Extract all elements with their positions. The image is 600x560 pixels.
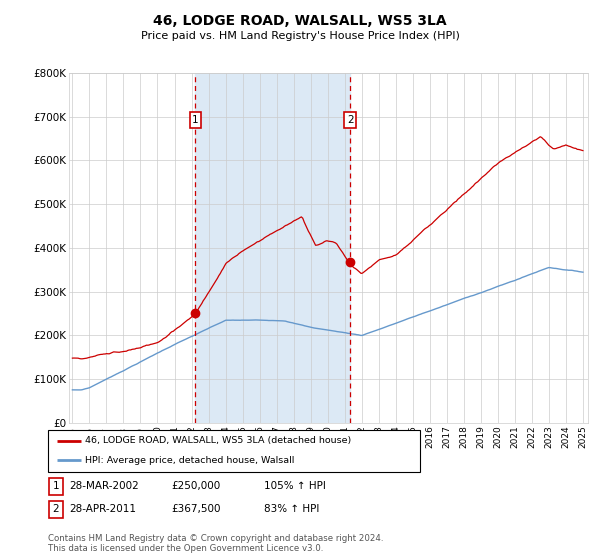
Text: 1: 1 (52, 482, 59, 491)
Text: Contains HM Land Registry data © Crown copyright and database right 2024.
This d: Contains HM Land Registry data © Crown c… (48, 534, 383, 553)
Text: 46, LODGE ROAD, WALSALL, WS5 3LA: 46, LODGE ROAD, WALSALL, WS5 3LA (153, 14, 447, 28)
Text: 28-APR-2011: 28-APR-2011 (69, 505, 136, 514)
Bar (196, 73, 350, 423)
Text: 28-MAR-2002: 28-MAR-2002 (69, 482, 139, 491)
Text: 1: 1 (192, 115, 199, 125)
Text: £250,000: £250,000 (171, 482, 220, 491)
Text: 46, LODGE ROAD, WALSALL, WS5 3LA (detached house): 46, LODGE ROAD, WALSALL, WS5 3LA (detach… (85, 436, 352, 445)
Text: 83% ↑ HPI: 83% ↑ HPI (264, 505, 319, 514)
Text: 2: 2 (347, 115, 353, 125)
FancyBboxPatch shape (49, 501, 63, 517)
FancyBboxPatch shape (49, 478, 63, 494)
FancyBboxPatch shape (48, 430, 420, 472)
Text: HPI: Average price, detached house, Walsall: HPI: Average price, detached house, Wals… (85, 456, 295, 465)
Text: Price paid vs. HM Land Registry's House Price Index (HPI): Price paid vs. HM Land Registry's House … (140, 31, 460, 41)
Text: 105% ↑ HPI: 105% ↑ HPI (264, 482, 326, 491)
Text: £367,500: £367,500 (171, 505, 221, 514)
Text: 2: 2 (52, 505, 59, 514)
